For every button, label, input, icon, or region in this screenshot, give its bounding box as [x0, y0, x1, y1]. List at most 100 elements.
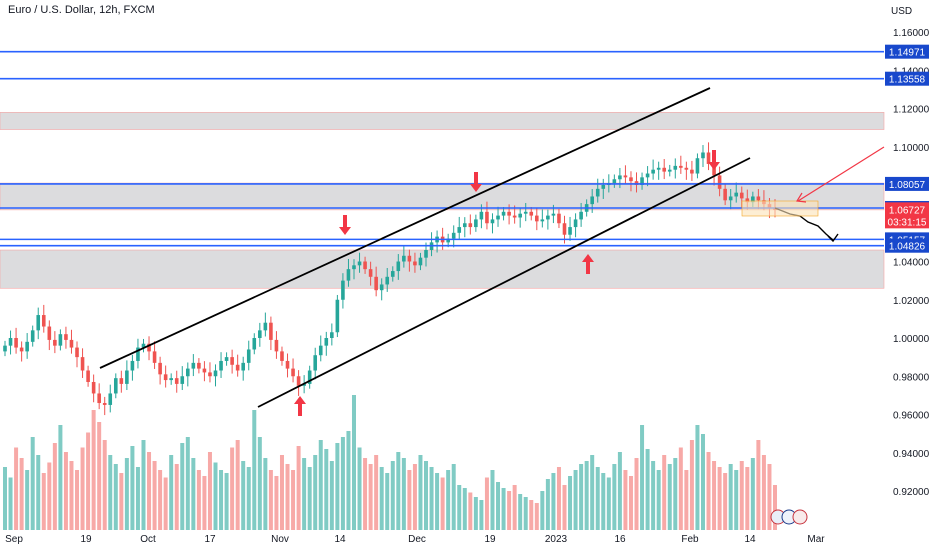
y-tick-label: 0.92000 [893, 487, 930, 498]
volume-bar [86, 432, 91, 530]
candle [684, 167, 689, 170]
candle [462, 223, 467, 228]
x-tick-label: 14 [744, 534, 756, 545]
candle [529, 211, 534, 216]
volume-bar [202, 476, 207, 530]
volume-bar [58, 425, 63, 530]
volume-bar [579, 464, 584, 530]
candle [335, 299, 340, 333]
volume-bar [728, 464, 733, 530]
candle [390, 271, 395, 277]
candle [629, 177, 633, 182]
volume-bar [379, 467, 384, 530]
currency-label: USD [891, 6, 912, 17]
volume-bar [490, 470, 495, 530]
volume-bar [152, 461, 157, 530]
volume-bar [617, 452, 622, 530]
buy-arrow-2 [582, 254, 594, 274]
candle [86, 370, 90, 382]
volume-bar [241, 461, 246, 530]
volume-bar [390, 461, 395, 530]
volume-bar [484, 477, 489, 530]
volume-bar [418, 455, 423, 530]
candle [446, 238, 450, 243]
candle [230, 357, 234, 365]
volume-bar [335, 443, 340, 530]
volume-bar [435, 473, 440, 530]
candle [197, 362, 201, 369]
candle [728, 196, 733, 201]
volume-bar [224, 473, 229, 530]
candle [645, 173, 650, 178]
volume-bar [191, 458, 196, 530]
volume-bar [41, 473, 46, 530]
y-tick-label: 1.10000 [893, 143, 930, 154]
y-tick-label: 1.12000 [893, 105, 930, 116]
volume-bars [3, 395, 777, 530]
volume-bar [628, 476, 633, 530]
pointer-line [797, 146, 885, 202]
y-tick-label: 0.96000 [893, 411, 930, 422]
candle [623, 175, 628, 178]
y-tick-label: 1.16000 [893, 28, 930, 39]
candle [468, 223, 473, 228]
sell-arrow-2 [470, 172, 482, 192]
volume-bar [207, 452, 212, 530]
volume-bar [351, 395, 356, 530]
projection-arrowhead [827, 233, 839, 243]
candle [47, 326, 52, 340]
candle [235, 364, 240, 371]
candle [186, 368, 190, 377]
candle [568, 227, 572, 235]
y-tick-label: 0.94000 [893, 449, 930, 460]
candle [75, 347, 79, 358]
volume-bar [545, 479, 550, 530]
volume-bar [257, 437, 262, 530]
candle [612, 179, 617, 184]
price-badge [885, 71, 929, 86]
sell-arrow-3 [708, 150, 720, 170]
price-badge-label: 1.13558 [889, 75, 926, 86]
candle [579, 211, 583, 220]
candle [180, 376, 185, 384]
candle [557, 213, 561, 224]
candle [679, 165, 683, 168]
candle [485, 211, 489, 224]
volume-bar [496, 482, 501, 530]
volume-bar [268, 470, 273, 530]
volume-bar [213, 462, 218, 530]
volume-bar [307, 467, 312, 530]
volume-bar [291, 470, 296, 530]
volume-bar [424, 461, 429, 530]
volume-bar [734, 470, 739, 530]
volume-bar [440, 477, 445, 530]
candle [640, 177, 644, 185]
candle [363, 261, 367, 270]
candle [191, 362, 196, 369]
candle [69, 339, 74, 348]
x-tick-label: 17 [204, 534, 216, 545]
candle [141, 343, 146, 348]
candle [152, 351, 157, 363]
candle [662, 167, 667, 172]
candle [241, 362, 246, 371]
candle [163, 374, 168, 381]
y-tick-label: 1.02000 [893, 296, 930, 307]
volume-bar [590, 455, 595, 530]
candle [14, 338, 18, 348]
candle [551, 213, 556, 216]
volume-bar [30, 437, 35, 530]
candle [280, 351, 284, 361]
volume-bar [429, 467, 434, 530]
volume-bar [119, 473, 124, 530]
volume-bar [313, 455, 318, 530]
volume-bar [712, 461, 717, 530]
x-tick-label: Oct [140, 534, 156, 545]
volume-bar [8, 477, 13, 530]
candle [25, 341, 29, 352]
candle [651, 169, 655, 174]
volume-bar [689, 440, 694, 530]
volume-bar [767, 464, 772, 530]
candle [701, 152, 705, 159]
